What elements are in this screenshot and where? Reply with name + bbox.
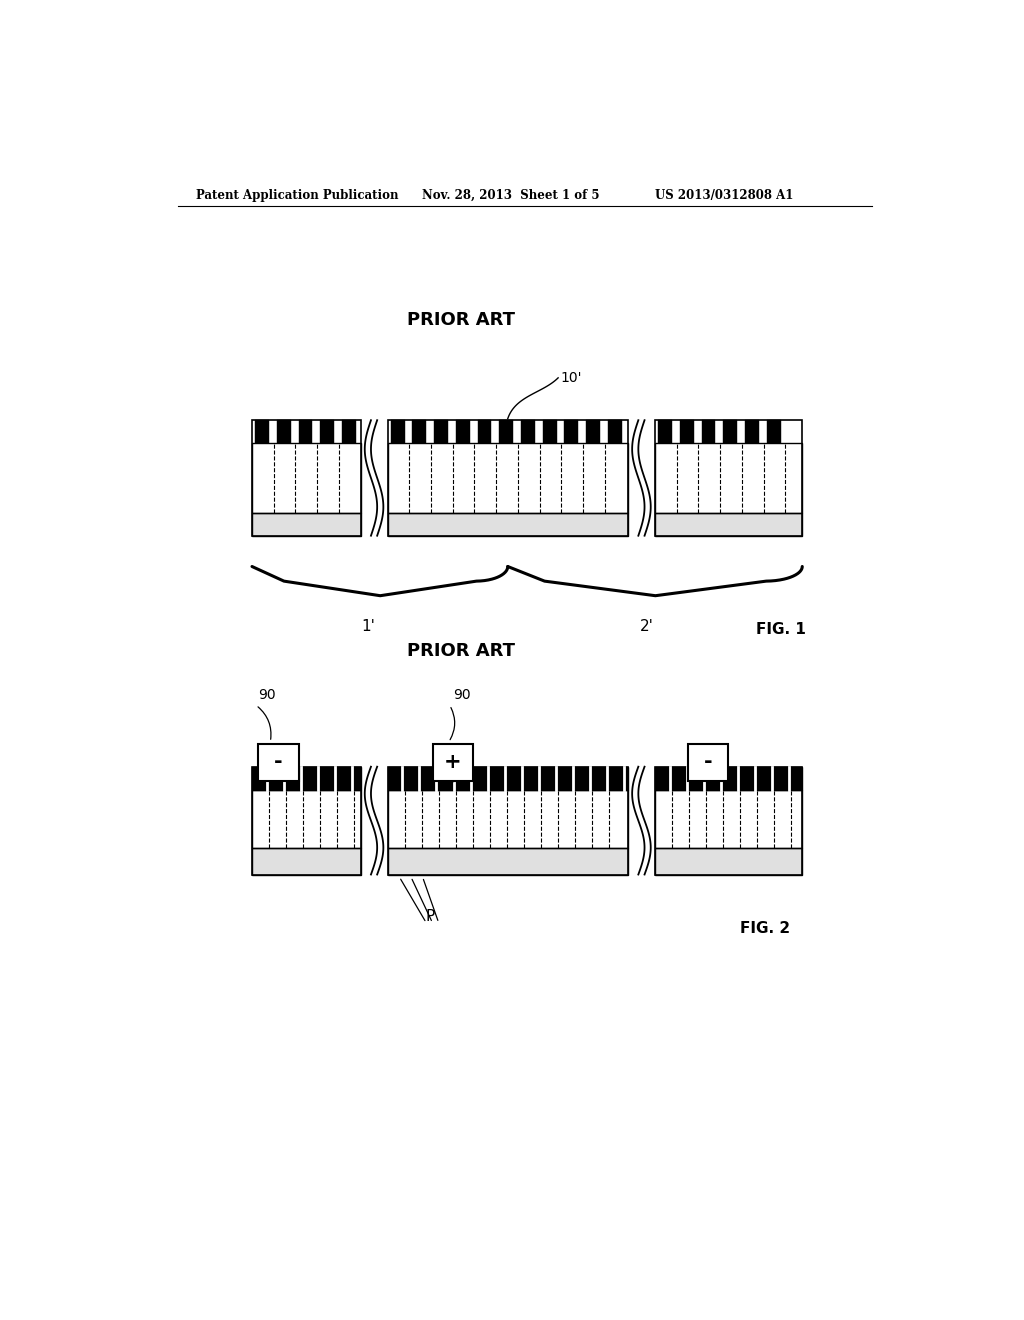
Bar	[252, 512, 360, 536]
Bar	[388, 847, 628, 875]
Bar	[252, 767, 360, 789]
Bar	[258, 743, 299, 780]
Bar	[607, 420, 622, 444]
Bar	[252, 420, 360, 536]
Bar	[342, 420, 356, 444]
Text: US 2013/0312808 A1: US 2013/0312808 A1	[655, 189, 794, 202]
Bar	[388, 847, 628, 875]
Bar	[391, 420, 404, 444]
Bar	[434, 420, 449, 444]
Bar	[521, 420, 535, 444]
Bar	[252, 512, 360, 536]
Bar	[255, 420, 269, 444]
Text: 90: 90	[258, 688, 275, 702]
Text: FIG. 2: FIG. 2	[740, 921, 791, 936]
Text: PRIOR ART: PRIOR ART	[408, 643, 515, 660]
Bar	[252, 789, 360, 847]
Text: -: -	[703, 752, 712, 772]
Bar	[655, 512, 802, 536]
Bar	[655, 420, 802, 536]
Bar	[413, 420, 426, 444]
Bar	[388, 512, 628, 536]
Bar	[252, 767, 360, 875]
Bar	[299, 420, 312, 444]
Bar	[586, 420, 600, 444]
Text: +: +	[444, 752, 462, 772]
Bar	[432, 743, 473, 780]
Text: -: -	[274, 752, 283, 772]
Text: P: P	[426, 909, 435, 924]
Bar	[477, 420, 492, 444]
Text: Patent Application Publication: Patent Application Publication	[197, 189, 398, 202]
Bar	[388, 767, 628, 789]
Bar	[655, 789, 802, 847]
Bar	[723, 420, 737, 444]
Bar	[388, 444, 628, 512]
Bar	[543, 420, 557, 444]
Bar	[655, 767, 802, 789]
Bar	[500, 420, 513, 444]
Bar	[687, 743, 728, 780]
Bar	[388, 789, 628, 847]
Bar	[767, 420, 780, 444]
Text: FIG. 1: FIG. 1	[756, 622, 806, 638]
Bar	[655, 444, 802, 512]
Text: 1': 1'	[361, 619, 375, 634]
Bar	[388, 767, 628, 875]
Bar	[456, 420, 470, 444]
Bar	[655, 847, 802, 875]
Bar	[744, 420, 759, 444]
Bar	[701, 420, 716, 444]
Bar	[252, 847, 360, 875]
Bar	[658, 420, 672, 444]
Text: PRIOR ART: PRIOR ART	[408, 312, 515, 329]
Bar	[564, 420, 579, 444]
Bar	[321, 420, 334, 444]
Bar	[655, 847, 802, 875]
Bar	[252, 444, 360, 512]
Bar	[388, 512, 628, 536]
Bar	[252, 847, 360, 875]
Text: 2': 2'	[640, 619, 654, 634]
Text: 90: 90	[454, 688, 471, 702]
Bar	[388, 420, 628, 536]
Bar	[655, 767, 802, 875]
Bar	[655, 512, 802, 536]
Bar	[276, 420, 291, 444]
Text: Nov. 28, 2013  Sheet 1 of 5: Nov. 28, 2013 Sheet 1 of 5	[423, 189, 600, 202]
Bar	[680, 420, 693, 444]
Text: 10': 10'	[560, 371, 582, 385]
